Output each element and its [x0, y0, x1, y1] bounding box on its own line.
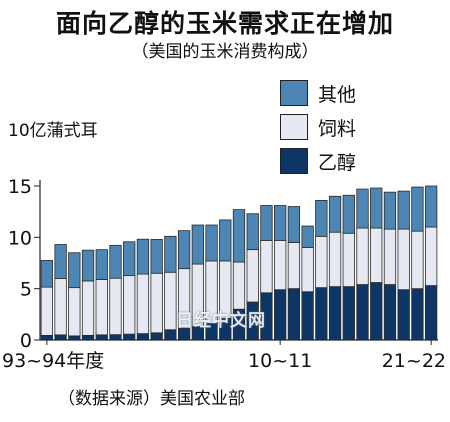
bar-other-27 — [411, 186, 424, 232]
bar-feed-5 — [109, 277, 122, 336]
legend-item-ethanol: 乙醇 — [280, 144, 356, 178]
chart-title: 面向乙醇的玉米需求正在增加 — [55, 9, 394, 38]
bar-other-6 — [123, 241, 136, 277]
bar-other-3 — [81, 249, 95, 282]
bar-ethanol-20 — [315, 287, 328, 341]
bar-other-5 — [109, 244, 122, 279]
y-axis-unit-label: 10亿蒲式耳 — [8, 121, 98, 141]
bar-feed-23 — [356, 227, 369, 285]
bar-other-25 — [383, 191, 397, 230]
bar-ethanol-26 — [397, 289, 410, 341]
bar-other-17 — [274, 205, 287, 241]
bar-feed-24 — [370, 227, 383, 283]
bar-ethanol-18 — [287, 288, 301, 341]
x-tick-label-17: 10~11 — [248, 350, 312, 372]
bar-other-22 — [342, 194, 355, 234]
bar-feed-6 — [123, 275, 136, 335]
bar-feed-15 — [246, 249, 259, 303]
bar-ethanol-6 — [123, 333, 136, 341]
bar-ethanol-22 — [342, 286, 355, 341]
bar-feed-2 — [68, 287, 81, 337]
bar-other-10 — [177, 230, 191, 270]
bar-other-11 — [191, 224, 204, 265]
bar-feed-19 — [301, 247, 314, 293]
bar-other-0 — [40, 260, 54, 288]
bar-other-12 — [205, 224, 218, 262]
bar-other-16 — [260, 205, 273, 241]
bar-feed-20 — [315, 235, 328, 289]
bar-feed-3 — [81, 280, 95, 336]
bar-ethanol-4 — [95, 334, 108, 341]
bar-feed-21 — [328, 231, 342, 288]
legend-label-feed: 饲料 — [318, 117, 357, 140]
bar-feed-22 — [342, 232, 355, 288]
bar-feed-28 — [424, 226, 438, 286]
bar-feed-17 — [274, 240, 287, 291]
bar-other-4 — [95, 249, 108, 280]
y-tick-label-0: 0 — [20, 330, 32, 352]
source-note: （数据来源）美国农业部 — [58, 389, 245, 409]
bar-other-20 — [315, 199, 328, 237]
bar-feed-16 — [260, 240, 273, 294]
bar-feed-14 — [232, 261, 246, 310]
bar-ethanol-28 — [424, 285, 438, 341]
bar-other-1 — [54, 244, 67, 279]
bar-ethanol-9 — [164, 329, 177, 341]
y-tick-label-15: 15 — [8, 176, 32, 198]
bar-feed-4 — [95, 279, 108, 336]
bar-ethanol-8 — [150, 332, 163, 341]
bar-feed-27 — [411, 230, 424, 290]
legend-swatch-ethanol — [280, 148, 308, 174]
bar-feed-18 — [287, 242, 301, 290]
x-tick-label-28: 21~22 — [382, 350, 446, 372]
x-tick-label-0: 93~94年度 — [2, 350, 104, 372]
bar-feed-1 — [54, 277, 67, 336]
watermark-text: 日经中文网 — [176, 311, 266, 331]
y-tick-label-5: 5 — [20, 279, 32, 301]
legend-item-feed: 饲料 — [280, 110, 356, 144]
bar-ethanol-7 — [136, 333, 150, 341]
bar-ethanol-5 — [109, 334, 122, 341]
bar-other-15 — [246, 213, 259, 251]
bar-ethanol-21 — [328, 286, 342, 341]
bar-ethanol-0 — [40, 334, 54, 341]
bar-other-7 — [136, 238, 150, 275]
legend: 其他 饲料 乙醇 — [280, 76, 356, 178]
bar-ethanol-25 — [383, 284, 397, 341]
bar-other-21 — [328, 195, 342, 233]
bar-ethanol-23 — [356, 284, 369, 341]
bar-other-13 — [219, 219, 232, 262]
bar-ethanol-3 — [81, 334, 95, 341]
bar-ethanol-24 — [370, 282, 383, 341]
bar-other-2 — [68, 252, 81, 289]
bar-ethanol-27 — [411, 288, 424, 341]
bar-other-18 — [287, 206, 301, 243]
bar-feed-8 — [150, 272, 163, 334]
chart-subtitle: （美国的玉米消费构成） — [131, 42, 319, 62]
bar-feed-9 — [164, 271, 177, 331]
bar-other-19 — [301, 225, 314, 248]
bar-ethanol-19 — [301, 291, 314, 341]
legend-swatch-feed — [280, 114, 308, 140]
bar-ethanol-2 — [68, 335, 81, 341]
legend-label-ethanol: 乙醇 — [318, 151, 357, 174]
bar-other-8 — [150, 238, 163, 274]
bar-ethanol-17 — [274, 289, 287, 341]
bar-other-26 — [397, 190, 410, 230]
bar-feed-0 — [40, 286, 54, 336]
bar-feed-26 — [397, 228, 410, 291]
bar-feed-7 — [136, 273, 150, 335]
legend-item-other: 其他 — [280, 76, 356, 110]
bar-other-28 — [424, 185, 438, 228]
bar-other-14 — [232, 209, 246, 263]
bar-other-9 — [164, 235, 177, 273]
bar-other-23 — [356, 188, 369, 229]
legend-swatch-other — [280, 80, 308, 106]
bar-other-24 — [370, 187, 383, 229]
legend-label-other: 其他 — [318, 83, 357, 106]
bar-ethanol-1 — [54, 334, 67, 341]
bar-feed-25 — [383, 228, 397, 285]
y-tick-label-10: 10 — [8, 227, 32, 249]
